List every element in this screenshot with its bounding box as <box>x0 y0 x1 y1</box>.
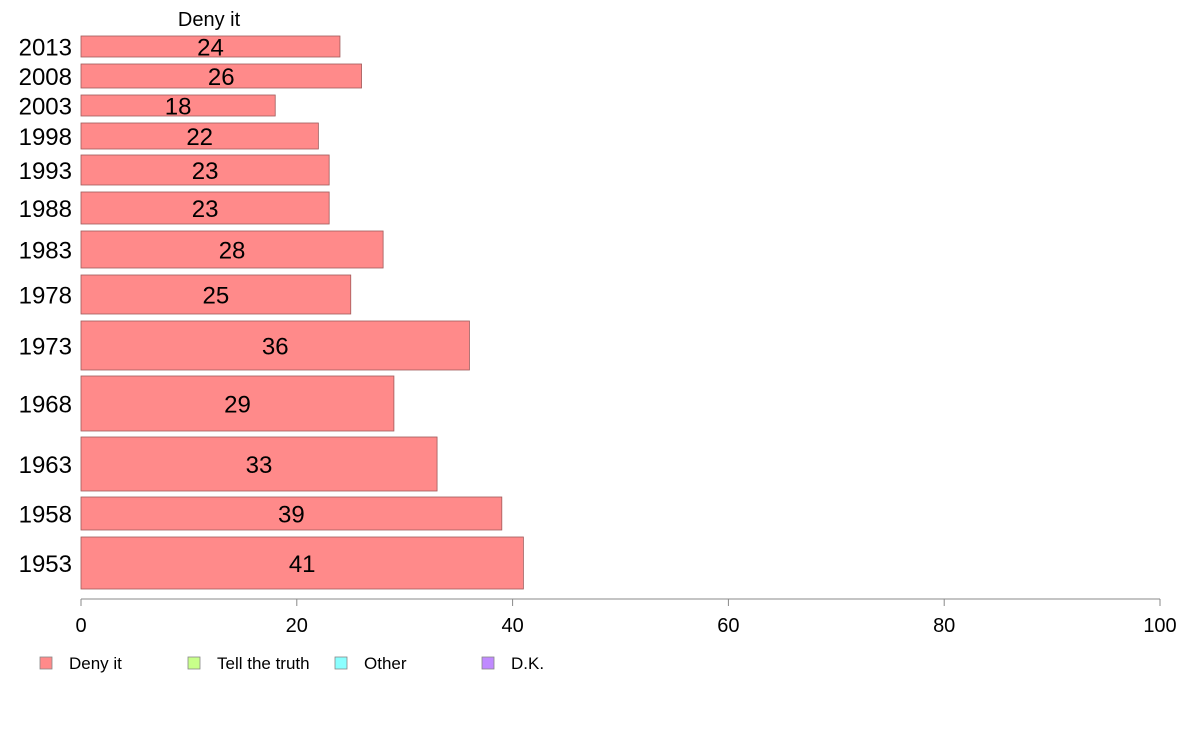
x-tick-label-100: 100 <box>1143 615 1176 637</box>
legend-label-0: Deny it <box>69 654 122 673</box>
x-tick-label-40: 40 <box>501 615 523 637</box>
y-tick-label-1978: 1978 <box>19 283 72 310</box>
y-tick-label-2003: 2003 <box>19 94 72 121</box>
data-label-1988: 23 <box>192 196 219 223</box>
legend-swatch-2 <box>334 656 348 670</box>
legend-swatch-1 <box>187 656 201 670</box>
y-tick-label-2008: 2008 <box>19 64 72 91</box>
legend-swatch-0 <box>39 656 53 670</box>
legend-label-2: Other <box>364 654 407 673</box>
bar-1963 <box>80 436 438 492</box>
data-label-1963: 33 <box>246 452 273 479</box>
x-tick-label-60: 60 <box>717 615 739 637</box>
data-label-1978: 25 <box>203 283 230 310</box>
bar-2013 <box>80 35 341 58</box>
y-tick-label-2013: 2013 <box>19 35 72 62</box>
data-label-1953: 41 <box>289 551 316 578</box>
bar-2008 <box>80 63 362 89</box>
y-tick-label-1973: 1973 <box>19 334 72 361</box>
y-tick-label-1958: 1958 <box>19 502 72 529</box>
data-label-1983: 28 <box>219 238 246 265</box>
bar-1973 <box>80 320 470 371</box>
y-tick-label-1993: 1993 <box>19 158 72 185</box>
bar-1958 <box>80 496 503 531</box>
bar-1983 <box>80 230 384 269</box>
data-label-1973: 36 <box>262 334 289 361</box>
y-tick-label-1998: 1998 <box>19 124 72 151</box>
y-tick-label-1953: 1953 <box>19 551 72 578</box>
y-tick-label-1988: 1988 <box>19 196 72 223</box>
chart-title: Deny it <box>178 9 241 31</box>
legend: Deny it Tell the truth Other D.K. <box>39 654 544 673</box>
bar-1988 <box>80 191 330 225</box>
y-tick-label-1968: 1968 <box>19 392 72 419</box>
legend-swatch-3 <box>481 656 495 670</box>
legend-label-3: D.K. <box>511 654 544 673</box>
bar-1968 <box>80 375 395 432</box>
x-tick-label-0: 0 <box>75 615 86 637</box>
data-label-1968: 29 <box>224 392 251 419</box>
y-tick-label-1983: 1983 <box>19 238 72 265</box>
bar-2003 <box>80 94 276 117</box>
data-label-2003: 18 <box>165 94 192 121</box>
legend-label-1: Tell the truth <box>217 654 310 673</box>
x-tick-label-80: 80 <box>933 615 955 637</box>
data-label-1993: 23 <box>192 158 219 185</box>
bar-1978 <box>80 274 352 315</box>
bar-1998 <box>80 122 319 150</box>
x-tick-label-20: 20 <box>286 615 308 637</box>
bar-1993 <box>80 154 330 186</box>
data-label-2008: 26 <box>208 64 235 91</box>
x-axis: 0 20 40 60 80 100 <box>75 598 1177 637</box>
y-tick-label-1963: 1963 <box>19 452 72 479</box>
data-label-1958: 39 <box>278 502 305 529</box>
bar-1953 <box>80 536 524 590</box>
data-label-2013: 24 <box>197 35 224 62</box>
data-label-1998: 22 <box>186 124 213 151</box>
